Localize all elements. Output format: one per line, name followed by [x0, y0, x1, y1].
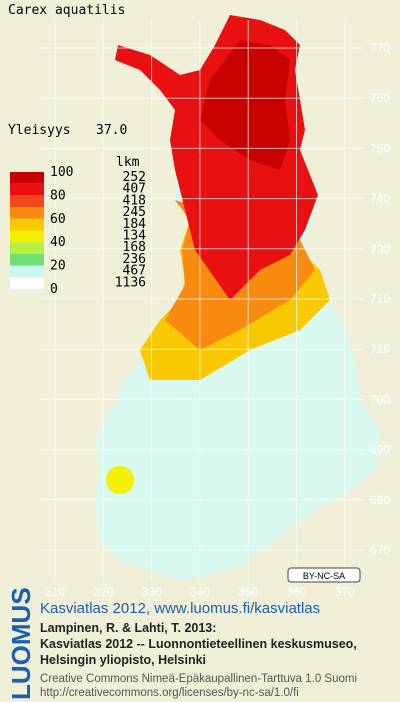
legend-scale: 40: [50, 235, 66, 250]
legend-count: 407: [123, 182, 146, 197]
legend-scale: 100: [50, 165, 73, 180]
map-zone: [106, 466, 134, 494]
y-label: 740: [370, 192, 390, 206]
legend-count: 134: [123, 229, 147, 244]
frequency-label: Yleisyys: [8, 123, 71, 138]
legend-count: 245: [123, 205, 146, 220]
y-label: 760: [370, 91, 390, 105]
legend-count: 184: [123, 217, 147, 232]
x-label: 340: [190, 585, 210, 599]
map-zone: [200, 40, 290, 170]
legend-scale: 80: [50, 188, 66, 203]
count-header: lkm: [116, 155, 140, 170]
frequency-value: 37.0: [96, 123, 127, 138]
legend-swatch: [10, 265, 44, 278]
legend-count: 1136: [115, 275, 146, 290]
x-label: 320: [93, 585, 113, 599]
license-badge: BY-NC-SA: [303, 571, 345, 581]
x-label: 350: [238, 585, 258, 599]
legend-swatch: [10, 253, 44, 266]
y-label: 710: [370, 342, 390, 356]
y-label: 670: [370, 543, 390, 557]
legend-count: 168: [123, 240, 146, 255]
legend-swatch: [10, 172, 44, 184]
y-label: 720: [370, 292, 390, 306]
x-label: 330: [142, 585, 162, 599]
legend-count: 236: [123, 252, 146, 267]
citation-line: Lampinen, R. & Lahti, T. 2013:: [40, 621, 216, 635]
legend-scale: 60: [50, 212, 66, 227]
logo: LUOMUS: [6, 587, 36, 700]
x-label: 310: [45, 585, 65, 599]
license-line: http://creativecommons.org/licenses/by-n…: [40, 687, 299, 699]
legend-swatch: [10, 207, 44, 219]
y-label: 750: [370, 141, 390, 155]
legend-scale: 20: [50, 259, 66, 274]
x-label: 360: [286, 585, 306, 599]
y-label: 700: [370, 392, 390, 406]
species-title: Carex aquatilis: [8, 3, 125, 18]
footer-heading: Kasviatlas 2012, www.luomus.fi/kasviatla…: [40, 600, 320, 617]
y-label: 770: [370, 41, 390, 55]
citation-line: Kasviatlas 2012 -- Luonnontieteellinen k…: [40, 637, 357, 651]
legend-swatch: [10, 230, 44, 243]
y-label: 730: [370, 242, 390, 256]
license-line: Creative Commons Nimeä-Epäkaupallinen-Ta…: [40, 673, 357, 685]
legend-count: 252: [123, 170, 146, 185]
map: [40, 15, 380, 580]
citation-line: Helsingin yliopisto, Helsinki: [40, 653, 206, 667]
x-label: 370: [335, 585, 355, 599]
legend-swatch: [10, 195, 44, 208]
y-label: 680: [370, 493, 390, 507]
legend-swatch: [10, 242, 44, 254]
legend-count: 418: [123, 193, 146, 208]
legend-swatch: [10, 277, 44, 289]
legend-count: 467: [123, 264, 146, 279]
legend-swatch: [10, 218, 44, 231]
footer: Lampinen, R. & Lahti, T. 2013: Kasviatlas…: [40, 621, 357, 699]
y-label: 690: [370, 443, 390, 457]
license-badge-box: [287, 567, 361, 583]
axes: 770 760 750 740 730 720 710 700 690 680 670 310 320 3…: [45, 41, 390, 599]
legend-swatch: [10, 183, 44, 196]
legend-scale: 0: [50, 282, 58, 297]
